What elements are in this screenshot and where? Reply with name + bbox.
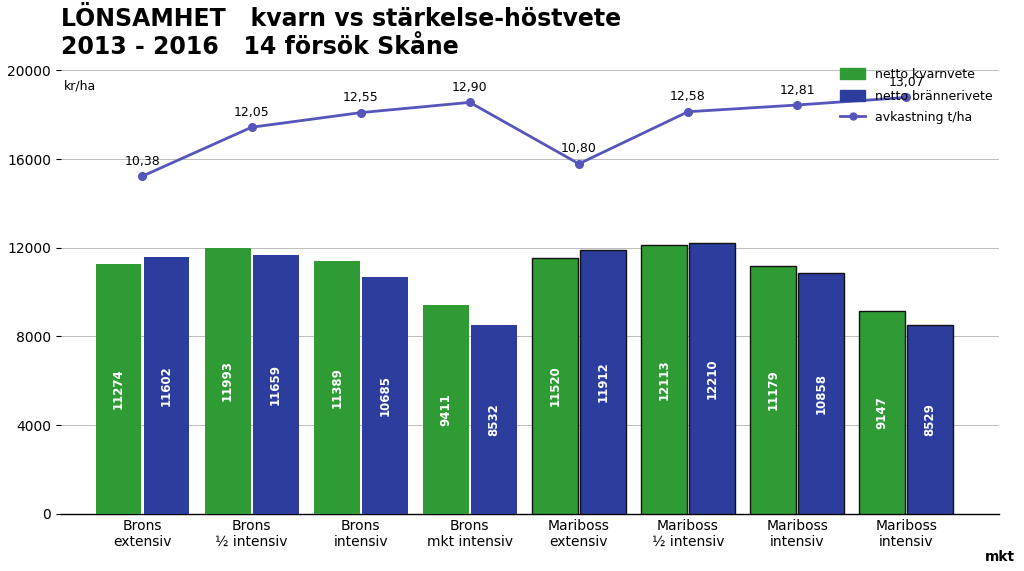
Text: 11659: 11659 bbox=[269, 364, 282, 405]
Text: LÖNSAMHET   kvarn vs stärkelse-höstvete
2013 - 2016   14 försök Skåne: LÖNSAMHET kvarn vs stärkelse-höstvete 20… bbox=[60, 7, 621, 59]
Bar bbox=[423, 305, 469, 514]
Text: 13,07: 13,07 bbox=[888, 76, 924, 89]
Text: 10,38: 10,38 bbox=[125, 155, 161, 168]
Bar bbox=[580, 250, 626, 514]
Text: kr/ha: kr/ha bbox=[63, 79, 96, 93]
Text: 12,55: 12,55 bbox=[343, 91, 379, 104]
Bar bbox=[471, 325, 517, 514]
Text: 8532: 8532 bbox=[487, 403, 501, 436]
Text: 11389: 11389 bbox=[330, 367, 343, 408]
Text: 8529: 8529 bbox=[924, 403, 937, 436]
Text: 10858: 10858 bbox=[815, 373, 827, 414]
Bar bbox=[313, 262, 359, 514]
Text: 11912: 11912 bbox=[596, 361, 609, 402]
Bar bbox=[907, 325, 953, 514]
Text: 12210: 12210 bbox=[706, 358, 719, 399]
Bar bbox=[859, 311, 905, 514]
Text: 12,58: 12,58 bbox=[670, 90, 706, 103]
Text: 12,81: 12,81 bbox=[779, 83, 815, 96]
Bar bbox=[751, 266, 796, 514]
Text: 11274: 11274 bbox=[112, 368, 125, 409]
Bar bbox=[361, 277, 408, 514]
Text: 9147: 9147 bbox=[876, 396, 889, 429]
Bar bbox=[253, 255, 299, 514]
Bar bbox=[798, 273, 844, 514]
Bar bbox=[205, 248, 251, 514]
Text: 10685: 10685 bbox=[378, 375, 391, 416]
Text: 11993: 11993 bbox=[221, 360, 234, 401]
Bar bbox=[143, 256, 189, 514]
Bar bbox=[532, 259, 578, 514]
Text: 11520: 11520 bbox=[549, 365, 561, 407]
Text: 10,80: 10,80 bbox=[561, 142, 597, 155]
Bar bbox=[641, 246, 687, 514]
Text: 11602: 11602 bbox=[160, 365, 173, 405]
Text: mkt: mkt bbox=[985, 550, 1015, 564]
Text: 12,90: 12,90 bbox=[452, 81, 487, 94]
Text: 9411: 9411 bbox=[439, 393, 453, 426]
Text: 11179: 11179 bbox=[767, 369, 779, 410]
Bar bbox=[95, 264, 141, 514]
Legend: netto kvarnvete, netto brännerivete, avkastning t/ha: netto kvarnvete, netto brännerivete, avk… bbox=[840, 68, 992, 124]
Text: 12113: 12113 bbox=[657, 359, 671, 400]
Text: 12,05: 12,05 bbox=[233, 106, 269, 119]
Bar bbox=[689, 243, 735, 514]
